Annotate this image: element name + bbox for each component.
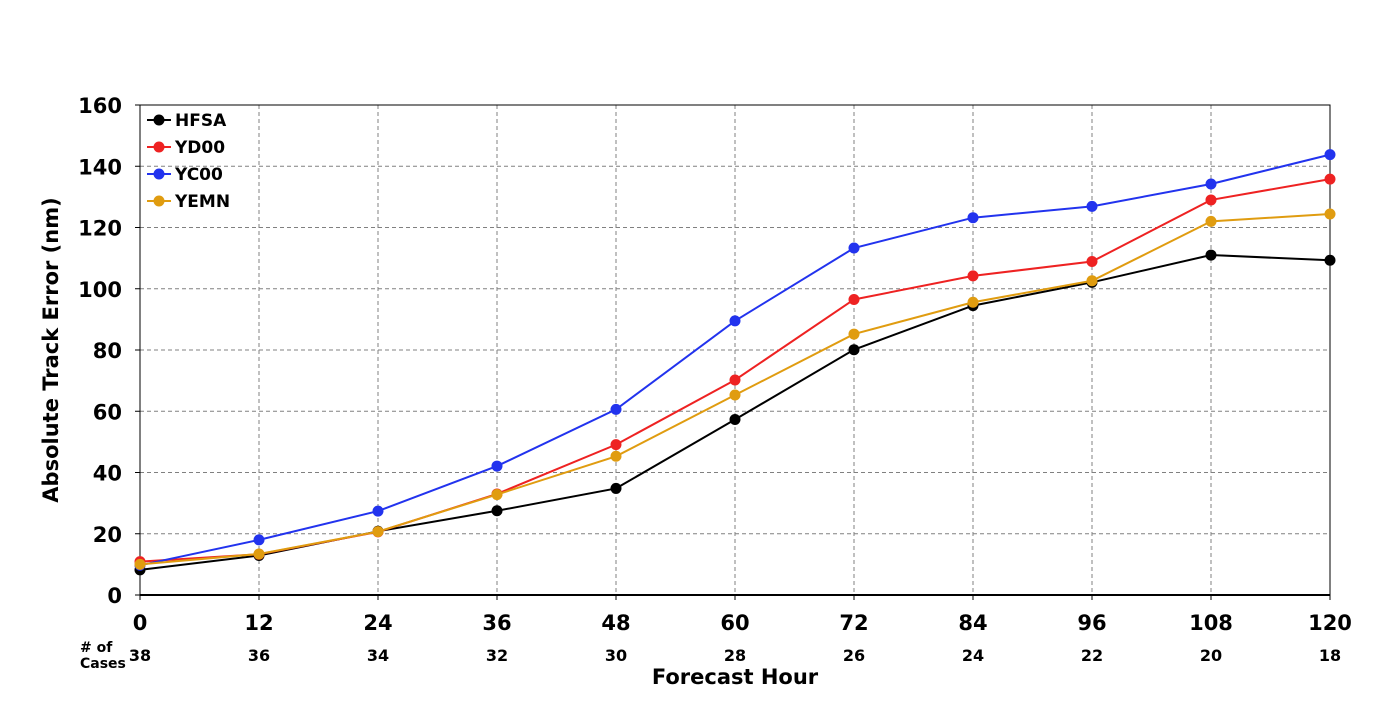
data-point-yemn: [610, 450, 622, 462]
data-point-yd00: [1205, 194, 1217, 206]
data-point-yemn: [253, 548, 265, 560]
legend-label-hfsa: HFSA: [175, 111, 227, 131]
data-point-hfsa: [1324, 254, 1336, 266]
data-point-hfsa: [491, 505, 503, 517]
data-point-yemn: [134, 558, 146, 570]
data-point-yemn: [967, 296, 979, 308]
case-count-label: 24: [962, 646, 984, 665]
data-point-hfsa: [729, 414, 741, 426]
y-tick-label: 40: [93, 462, 122, 486]
y-axis-title: Absolute Track Error (nm): [39, 197, 63, 502]
case-count-label: 28: [724, 646, 746, 665]
data-point-yemn: [729, 389, 741, 401]
legend-marker-yemn: [153, 195, 165, 207]
y-tick-label: 100: [78, 278, 122, 302]
data-point-yemn: [491, 489, 503, 501]
x-tick-label: 120: [1308, 611, 1352, 635]
legend-marker-hfsa: [153, 114, 165, 126]
case-count-label: 30: [605, 646, 627, 665]
data-point-yd00: [610, 439, 622, 451]
x-tick-label: 60: [720, 611, 749, 635]
grid: [140, 105, 1330, 595]
x-tick-label: 84: [958, 611, 987, 635]
data-point-yd00: [967, 270, 979, 282]
x-tick-label: 48: [601, 611, 630, 635]
data-point-hfsa: [1205, 249, 1217, 261]
x-tick-label: 36: [482, 611, 511, 635]
data-point-yc00: [729, 315, 741, 327]
data-point-hfsa: [848, 344, 860, 356]
y-tick-label: 60: [93, 400, 122, 424]
labels: 0 38 12 36 24 34 36 32 48 30 60 28 72 26 84 24 96 22 108 20…: [39, 94, 1352, 689]
data-point-yemn: [372, 526, 384, 538]
legend-label-yc00: YC00: [174, 165, 223, 185]
data-point-yc00: [372, 505, 384, 517]
x-tick-label: 96: [1077, 611, 1106, 635]
y-tick-label: 160: [78, 94, 122, 118]
data-point-yemn: [1205, 215, 1217, 227]
data-point-yd00: [1324, 173, 1336, 185]
case-count-label: 20: [1200, 646, 1222, 665]
x-tick-label: 108: [1189, 611, 1233, 635]
legend: HFSA YD00 YC00 YEMN: [147, 111, 230, 212]
x-tick-label: 24: [363, 611, 392, 635]
series-lines: [134, 149, 1336, 576]
case-count-label: 32: [486, 646, 508, 665]
data-point-yc00: [253, 534, 265, 546]
x-axis-title: Forecast Hour: [652, 665, 819, 689]
cases-header-label: # of Cases: [80, 640, 126, 672]
legend-label-yd00: YD00: [174, 138, 225, 158]
x-tick-label: 12: [244, 611, 273, 635]
y-tick-label: 140: [78, 155, 122, 179]
case-count-label: 26: [843, 646, 865, 665]
data-point-yc00: [1324, 149, 1336, 161]
data-point-yemn: [1086, 275, 1098, 287]
y-tick-label: 20: [93, 523, 122, 547]
x-tick-label: 72: [839, 611, 868, 635]
data-point-yc00: [610, 403, 622, 415]
axes: [135, 104, 1331, 600]
data-point-yc00: [1086, 200, 1098, 212]
case-count-label: 36: [248, 646, 270, 665]
data-point-hfsa: [610, 482, 622, 494]
legend-marker-yc00: [153, 168, 165, 180]
case-count-label: 22: [1081, 646, 1103, 665]
data-point-yemn: [1324, 208, 1336, 220]
data-point-yc00: [1205, 178, 1217, 190]
data-point-yemn: [848, 328, 860, 340]
x-tick-label: 0: [133, 611, 148, 635]
legend-marker-yd00: [153, 141, 165, 153]
data-point-yc00: [848, 242, 860, 254]
data-point-yd00: [848, 293, 860, 305]
case-count-label: 34: [367, 646, 389, 665]
data-point-yc00: [967, 212, 979, 224]
data-point-yd00: [1086, 255, 1098, 267]
legend-label-yemn: YEMN: [174, 192, 230, 212]
case-count-label: 38: [129, 646, 151, 665]
y-tick-label: 120: [78, 217, 122, 241]
data-point-yc00: [491, 460, 503, 472]
y-tick-label: 80: [93, 339, 122, 363]
data-point-yd00: [729, 374, 741, 386]
y-tick-label: 0: [107, 584, 122, 608]
case-count-label: 18: [1319, 646, 1341, 665]
